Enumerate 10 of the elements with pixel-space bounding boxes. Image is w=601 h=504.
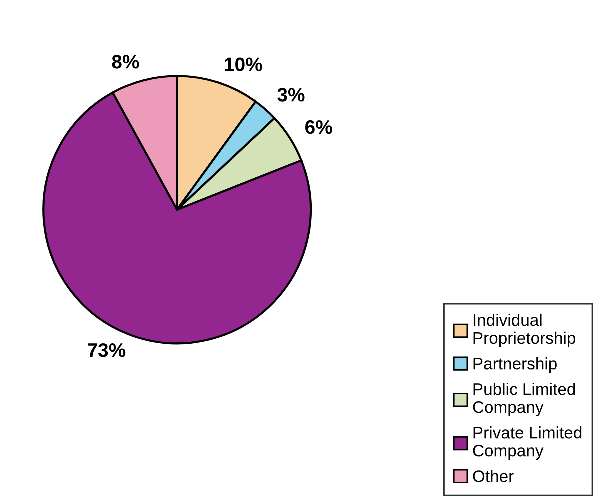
legend-label: Public Limited Company <box>473 383 576 417</box>
legend-label: Private Limited Company <box>473 426 582 460</box>
legend-label: Other <box>473 470 514 482</box>
data-label: 10% <box>225 58 262 72</box>
data-label: 73% <box>88 343 126 358</box>
data-label: 6% <box>306 120 332 134</box>
data-label: 8% <box>112 55 140 69</box>
data-label: 3% <box>278 88 305 102</box>
legend-label: Individual Proprietorship <box>474 314 576 348</box>
legend-label: Partnership <box>474 358 557 374</box>
